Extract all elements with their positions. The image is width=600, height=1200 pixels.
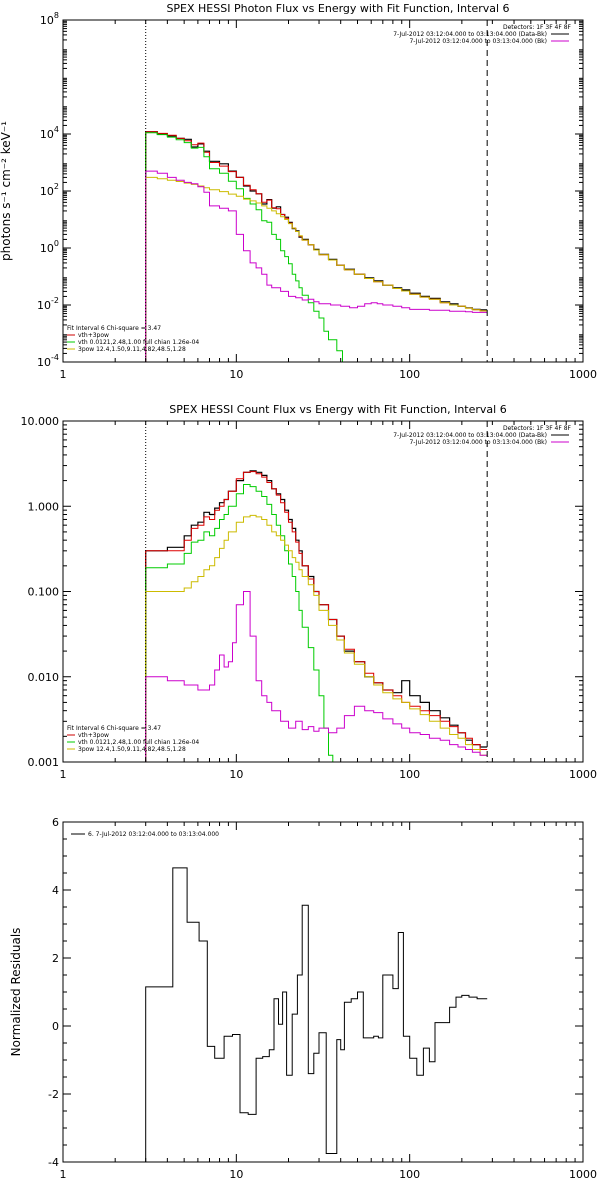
- plot-frame: [62, 420, 584, 763]
- y-tick-label: 4: [52, 884, 59, 897]
- y-tick-label: 10-4: [37, 353, 59, 369]
- y-tick-label: 10.000: [21, 415, 60, 428]
- x-tick-label: 1000: [569, 768, 597, 781]
- legend-detectors: Detectors: 1F 3F 4F 8F: [503, 24, 572, 31]
- legend-entry-label: vth+3pow: [78, 332, 109, 339]
- y-tick-label: 0.010: [28, 671, 60, 684]
- y-tick-label: -4: [48, 1156, 59, 1169]
- legend-entry-label: 7-Jul-2012 03:12:04.000 to 03:13:04.000 …: [409, 38, 547, 45]
- x-tick-label: 1000: [569, 368, 597, 381]
- y-tick-exponent: 4: [54, 125, 59, 134]
- series-2-line: [145, 132, 343, 362]
- legend-detectors: Detectors: 1F 3F 4F 8F: [503, 425, 572, 432]
- photon-flux-chart-title: SPEX HESSI Photon Flux vs Energy with Fi…: [166, 2, 509, 15]
- residuals-chart: 1 10 100 1000 -4 -2 0 2 4 6 Normalized Residuals 6.…: [9, 816, 597, 1181]
- y-tick-exponent: -4: [51, 353, 59, 362]
- series-3-line: [145, 514, 488, 762]
- y-tick-label: 6: [52, 816, 59, 829]
- y-tick-label: 2: [52, 952, 59, 965]
- y-axis-label: photons s⁻¹ cm⁻² keV⁻¹: [0, 121, 13, 261]
- legend-entry-label: 7-Jul-2012 03:12:04.000 to 03:13:04.000 …: [393, 432, 547, 439]
- y-tick-label: 104: [40, 125, 59, 141]
- y-tick-label: 1.000: [28, 500, 60, 513]
- x-tick-label: 10: [229, 768, 243, 781]
- y-axis-label: Normalized Residuals: [9, 928, 23, 1057]
- y-tick-label: 108: [40, 11, 59, 27]
- series-4-line: [145, 170, 488, 362]
- y-tick-label: 10-2: [37, 296, 59, 312]
- y-tick-exponent: 2: [54, 182, 59, 191]
- x-tick-label: 1: [60, 1168, 67, 1181]
- plot-frame: [62, 19, 584, 363]
- series-1-line: [145, 471, 488, 762]
- legend-entry-label: 7-Jul-2012 03:12:04.000 to 03:13:04.000 …: [393, 31, 547, 38]
- legend-entry-label: vth 0.0121,2.48,1.00 full chian 1.26e-04: [78, 739, 199, 746]
- x-tick-label: 1000: [569, 1168, 597, 1181]
- series-0-line: [145, 131, 488, 362]
- legend-entry-label: 3pow 12.4,1.50,9.11,4.82,48.5,1.28: [78, 346, 186, 353]
- x-tick-label: 10: [229, 1168, 243, 1181]
- y-tick-exponent: 0: [54, 239, 59, 248]
- y-tick-label: 0.001: [28, 756, 60, 769]
- count-flux-chart-title: SPEX HESSI Count Flux vs Energy with Fit…: [169, 403, 506, 416]
- legend-entry-label: vth+3pow: [78, 732, 109, 739]
- plot-frame: [62, 821, 584, 1163]
- x-tick-label: 10: [229, 368, 243, 381]
- count-flux-chart: SPEX HESSI Count Flux vs Energy with Fit…: [21, 403, 598, 781]
- series-4-line: [145, 591, 488, 762]
- y-tick-exponent: -2: [51, 296, 59, 305]
- legend-entry-label: 7-Jul-2012 03:12:04.000 to 03:13:04.000 …: [409, 439, 547, 446]
- legend-entry-label: 3pow 12.4,1.50,9.11,4.82,48.5,1.28: [78, 746, 186, 753]
- y-tick-exponent: 8: [54, 11, 59, 20]
- x-tick-label: 100: [399, 768, 420, 781]
- legend-entry-label: vth 0.0121,2.48,1.00 full chian 1.26e-04: [78, 339, 199, 346]
- legend-entry-label: 6. 7-Jul-2012 03:12:04.000 to 03:13:04.0…: [88, 831, 219, 838]
- x-tick-label: 100: [399, 1168, 420, 1181]
- x-tick-label: 1: [60, 768, 67, 781]
- photon-flux-chart: SPEX HESSI Photon Flux vs Energy with Fi…: [0, 2, 597, 381]
- y-tick-label: 0: [52, 1020, 59, 1033]
- series-0-line: [145, 867, 488, 1162]
- y-tick-label: 100: [40, 239, 59, 255]
- legend-fit-info: Fit Interval 6 Chi-square = 3.47: [67, 725, 161, 732]
- series-1-line: [145, 131, 488, 362]
- series-2-line: [145, 484, 334, 762]
- x-tick-label: 100: [399, 368, 420, 381]
- series-3-line: [145, 176, 488, 362]
- legend-fit-info: Fit Interval 6 Chi-square = 3.47: [67, 325, 161, 332]
- y-tick-label: -2: [48, 1088, 59, 1101]
- x-tick-label: 1: [60, 368, 67, 381]
- y-tick-label: 102: [40, 182, 59, 198]
- y-tick-label: 0.100: [28, 586, 60, 599]
- series-0-line: [145, 470, 488, 762]
